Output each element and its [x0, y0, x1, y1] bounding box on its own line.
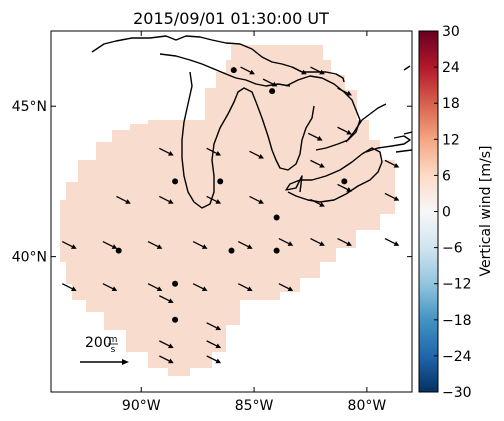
colorbar-tick-label-5: 0 [442, 205, 451, 221]
colorbar-tick-label-6: −6 [442, 241, 463, 257]
michigan-east-shore [255, 101, 315, 171]
northeast-coast [395, 65, 412, 153]
lake-erie-shore [285, 147, 383, 203]
wind-arrow-19 [116, 195, 131, 204]
station-dot-8 [273, 247, 280, 254]
station-dot-4 [341, 178, 348, 185]
wind-arrow-28 [61, 283, 77, 291]
wind-arrow-27 [237, 241, 253, 249]
colorbar-tick-label-0: 30 [442, 24, 460, 40]
colorbar-tick-label-4: 6 [442, 168, 451, 184]
station-dot-6 [115, 247, 122, 254]
svg-text:200: 200 [85, 335, 112, 351]
lake-superior-south-shore [159, 53, 291, 87]
colorbar-tick-label-2: 18 [442, 96, 460, 112]
x-tick-label-2: 80°W [348, 398, 387, 414]
wind-arrow-13 [310, 198, 325, 207]
wind-arrow-15 [278, 237, 294, 246]
wind-arrow-30 [147, 283, 163, 291]
wind-arrow-7 [337, 87, 352, 96]
wind-arrow-16 [310, 237, 325, 246]
x-tick-label-1: 85°W [235, 398, 274, 414]
wind-arrow-5 [292, 66, 307, 75]
reference-unit-den: s [111, 345, 116, 355]
wind-arrow-24 [102, 241, 118, 249]
x-axis: 90°W 85°W 80°W [122, 31, 386, 414]
wind-arrow-29 [102, 283, 118, 291]
wind-arrow-4 [262, 78, 278, 87]
station-dot-1 [269, 88, 276, 95]
wind-arrow-37 [206, 340, 222, 349]
wind-arrow-26 [192, 241, 208, 249]
colorbar-tick-label-8: −18 [442, 313, 472, 329]
wind-arrow-18 [384, 237, 400, 246]
colorbar-tick-label-1: 24 [442, 60, 460, 76]
wind-arrow-6 [310, 66, 325, 75]
wind-vectors [61, 66, 400, 364]
colorbar-ticks: 30 24 18 12 6 0 −6 −12 −18 −24 −30 [434, 24, 472, 401]
stations [115, 67, 348, 323]
wind-arrow-1 [206, 147, 222, 156]
x-tick-label-0: 90°W [122, 398, 161, 414]
wind-arrow-38 [159, 355, 174, 364]
lake-huron-georgian-bay [345, 103, 387, 143]
wind-arrow-12 [337, 183, 352, 192]
y-axis: 45°N 40°N [12, 99, 412, 266]
station-dot-10 [172, 316, 179, 323]
colorbar-tick-label-10: −30 [442, 385, 472, 401]
colorbar-tick-label-3: 12 [442, 132, 460, 148]
reference-unit-num: m [109, 335, 118, 345]
wind-arrow-11 [384, 159, 400, 168]
lake-huron-shore [285, 75, 361, 151]
station-dot-0 [230, 67, 237, 74]
wind-arrow-25 [147, 241, 163, 249]
wind-arrow-35 [206, 322, 222, 331]
wind-arrow-2 [249, 150, 264, 159]
field-area [60, 45, 395, 376]
station-dot-3 [217, 178, 224, 185]
y-tick-label-0: 45°N [12, 99, 47, 115]
reference-vector: 200 m s [80, 335, 129, 365]
chart-title: 2015/09/01 01:30:00 UT [133, 9, 329, 28]
wind-arrow-23 [61, 241, 77, 249]
lake-michigan-shore [181, 71, 257, 209]
wind-arrow-22 [249, 195, 264, 204]
wind-arrow-3 [240, 66, 255, 75]
wind-arrow-9 [337, 126, 352, 135]
wind-arrow-8 [307, 132, 323, 141]
wind-arrow-34 [159, 295, 174, 304]
station-dot-7 [228, 247, 235, 254]
lake-superior-shore [91, 35, 345, 83]
wind-arrow-31 [192, 283, 208, 291]
wind-arrow-32 [237, 283, 253, 291]
reference-arrow [80, 359, 129, 365]
lake-ontario-shore [365, 135, 411, 153]
reference-vector-label: 200 [85, 335, 112, 351]
station-dot-2 [172, 178, 179, 185]
station-dot-9 [172, 280, 179, 287]
y-tick-label-1: 40°N [12, 250, 47, 266]
station-dot-5 [273, 214, 280, 221]
plot-frame [50, 30, 413, 393]
vertical-wind-field [60, 45, 395, 376]
colorbar-tick-label-9: −24 [442, 349, 472, 365]
wind-arrow-17 [337, 237, 352, 246]
colorbar-tick-label-7: −12 [442, 277, 472, 293]
wind-arrow-14 [384, 192, 400, 201]
colorbar-label: Vertical wind [m/s] [478, 146, 494, 277]
wind-arrow-33 [278, 283, 294, 291]
wind-arrow-10 [310, 159, 325, 168]
coastlines [91, 35, 412, 209]
wind-arrow-21 [206, 195, 222, 204]
wind-arrow-20 [159, 195, 174, 204]
wind-arrow-39 [206, 355, 222, 364]
wind-arrow-36 [159, 340, 174, 349]
wind-arrow-0 [159, 147, 174, 156]
